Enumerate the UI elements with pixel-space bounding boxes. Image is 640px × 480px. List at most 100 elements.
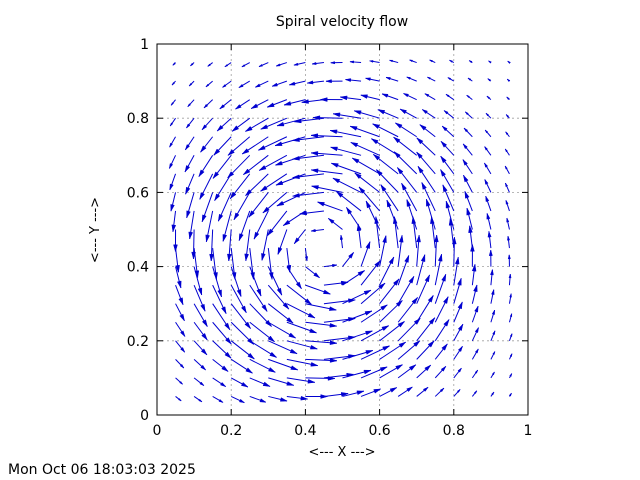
vector-arrow (448, 59, 455, 63)
vector-arrow (259, 117, 288, 130)
vector-arrow (504, 182, 510, 193)
vector-arrow (186, 192, 195, 219)
vector-arrow (397, 275, 415, 304)
vector-arrow (268, 358, 299, 371)
vector-arrow (505, 113, 510, 119)
vector-arrow (471, 369, 479, 379)
vector-arrow (397, 296, 419, 323)
vector-arrow (193, 358, 207, 371)
vector-arrow (506, 217, 510, 230)
vector-arrow (424, 93, 436, 101)
vector-arrow (483, 162, 492, 175)
vector-arrow (316, 201, 343, 212)
y-axis-label: <--- Y ---> (88, 197, 103, 263)
vector-arrow (443, 109, 455, 119)
vector-arrow (188, 80, 195, 87)
vector-arrow (262, 192, 288, 214)
vector-arrow (244, 229, 251, 262)
vector-arrow (342, 270, 366, 286)
vector-arrow (249, 377, 271, 387)
vector-arrow (199, 173, 214, 201)
vector-arrow (471, 390, 478, 397)
vector-arrow (310, 133, 343, 138)
vector-arrow (259, 173, 288, 192)
vector-arrow (185, 173, 195, 195)
vector-arrow (310, 151, 343, 156)
vector-arrow (453, 367, 463, 379)
x-axis-label: <--- X ---> (308, 445, 375, 460)
vector-arrow (464, 111, 473, 119)
vector-arrow (370, 138, 399, 156)
vector-arrow (230, 284, 247, 314)
vector-arrow (267, 284, 290, 310)
vector-arrow (209, 229, 214, 262)
vector-arrow (323, 280, 349, 286)
vector-arrow (490, 330, 496, 341)
vector-arrow (221, 80, 232, 88)
vector-arrow (258, 154, 288, 171)
vector-arrow (323, 317, 357, 323)
vector-arrow (440, 155, 455, 175)
vector-arrow (504, 165, 510, 175)
vector-arrow (175, 340, 186, 353)
vector-arrow (227, 154, 251, 179)
vector-arrow (484, 145, 492, 156)
vector-arrow (434, 234, 439, 267)
vector-arrow (268, 340, 298, 355)
vector-arrow (230, 377, 249, 388)
vector-arrow (230, 247, 237, 281)
vector-arrow (421, 181, 436, 212)
vector-arrow (212, 377, 227, 388)
vector-arrow (241, 62, 250, 68)
vector-arrow (416, 386, 429, 397)
vector-arrow (254, 80, 269, 88)
vector-arrow (385, 76, 399, 82)
vector-arrow (397, 340, 421, 360)
vector-arrow (425, 198, 436, 230)
vector-arrow (286, 340, 319, 350)
vector-arrow (286, 395, 309, 401)
vector-arrow (434, 295, 449, 323)
vector-arrow (380, 183, 399, 212)
vector-arrow (360, 259, 381, 286)
vector-arrow (286, 358, 319, 367)
vector-arrow (310, 228, 325, 233)
vector-arrow (416, 137, 436, 156)
vector-arrow (371, 123, 399, 138)
vector-arrow (379, 364, 404, 379)
vector-arrow (416, 294, 434, 323)
vector-arrow (360, 366, 388, 379)
vector-arrow (342, 289, 372, 305)
vector-arrow (375, 168, 399, 193)
vector-arrow (168, 155, 177, 170)
vector-arrow (379, 341, 407, 360)
vector-arrow (397, 364, 417, 379)
vector-arrow (230, 303, 252, 330)
vector-arrow (392, 215, 399, 249)
vector-arrow (447, 77, 455, 82)
vector-arrow (306, 80, 325, 85)
vector-arrow (286, 284, 313, 306)
vector-arrow (332, 112, 362, 119)
vector-arrow (405, 76, 417, 82)
vector-arrow (175, 377, 184, 385)
vector-arrow (170, 192, 177, 213)
vector-arrow (434, 343, 448, 360)
vector-arrow (304, 247, 308, 262)
vector-arrow (406, 198, 418, 230)
vector-arrow (344, 78, 362, 82)
vector-arrow (212, 154, 232, 180)
vector-arrow (468, 60, 473, 64)
vector-arrow (360, 240, 371, 267)
vector-arrow (453, 301, 463, 323)
vector-arrow (238, 210, 251, 242)
y-tick-label: 0 (140, 408, 149, 424)
vector-arrow (463, 174, 473, 193)
vector-arrow (445, 93, 455, 101)
vector-arrow (462, 158, 473, 175)
vector-arrow (212, 358, 229, 373)
vector-arrow (212, 284, 227, 315)
vector-arrow (227, 136, 251, 156)
vector-arrow (276, 191, 306, 207)
vector-arrow (325, 79, 343, 84)
